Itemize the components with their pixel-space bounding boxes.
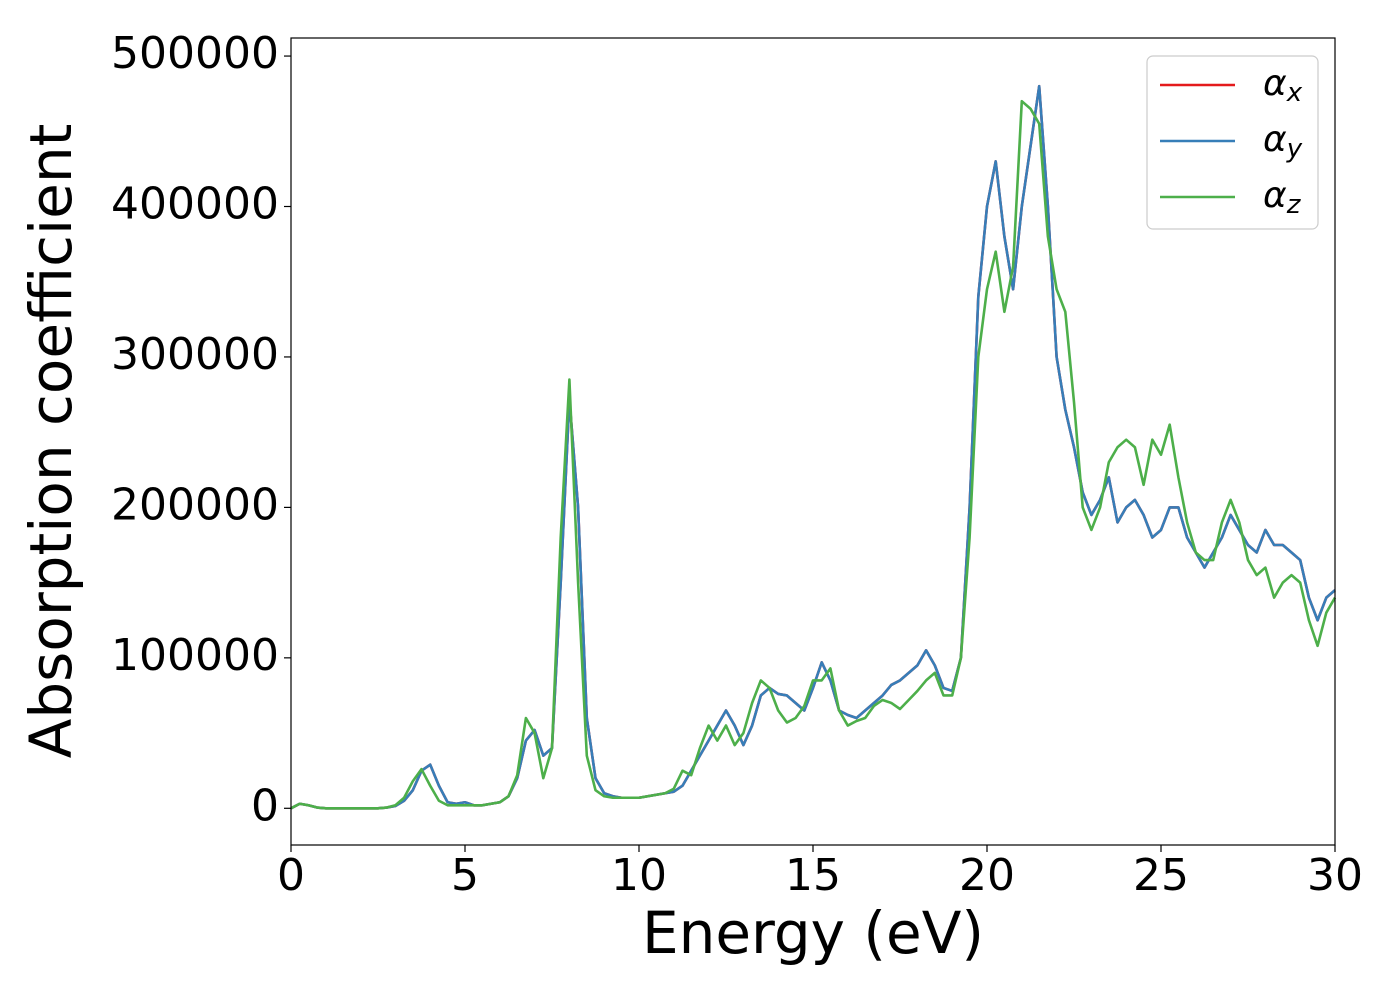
legend-box [1146, 55, 1319, 230]
x-tick-label: 10 [611, 850, 667, 901]
x-axis-label: Energy (eV) [642, 899, 984, 967]
x-tick-label: 15 [785, 850, 841, 901]
x-tick-label: 20 [959, 850, 1015, 901]
x-tick-label: 0 [277, 850, 305, 901]
x-tick-label: 5 [451, 850, 479, 901]
y-tick-label: 100000 [111, 630, 279, 681]
legend-label: αz [1263, 175, 1302, 220]
y-tick-label: 500000 [111, 28, 279, 79]
x-tick-label: 25 [1133, 850, 1189, 901]
legend: αx αy αz [1146, 55, 1319, 230]
plot-frame [290, 37, 1336, 846]
y-tick-label: 400000 [111, 179, 279, 230]
data-line [290, 84, 1336, 810]
legend-label: αy [1263, 119, 1303, 164]
data-line [290, 99, 1337, 810]
y-tick-label: 300000 [111, 329, 279, 380]
y-tick-label: 200000 [111, 479, 279, 530]
legend-label: αx [1263, 63, 1303, 108]
y-tick-label: 0 [251, 780, 279, 831]
y-axis-label: Absorption coefficient [17, 124, 85, 759]
x-tick-label: 30 [1307, 850, 1363, 901]
